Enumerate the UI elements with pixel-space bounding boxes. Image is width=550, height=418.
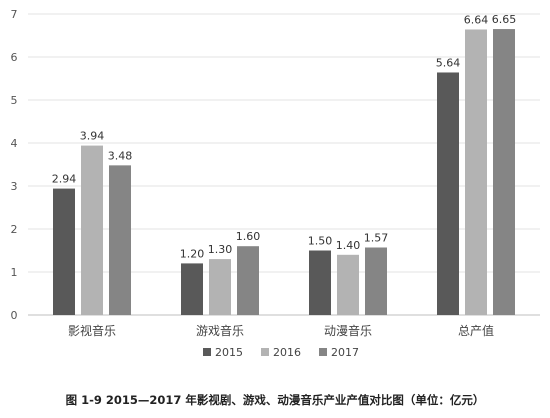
bars — [53, 29, 515, 316]
bar — [109, 165, 131, 315]
bar — [365, 247, 387, 315]
y-tick-label: 1 — [11, 266, 18, 279]
y-tick-label: 6 — [11, 51, 18, 64]
x-category-label: 总产值 — [458, 323, 494, 338]
bar — [437, 72, 459, 315]
data-labels: 2.94 3.943.48 1.20 1.301.60 1.50 1.401.57 5.64… — [52, 13, 517, 260]
data-label: 1.40 — [336, 239, 361, 252]
y-tick-label: 7 — [11, 8, 18, 21]
data-label: 1.60 — [236, 230, 261, 243]
x-axis-labels: 影视音乐 游戏音乐 动漫音乐 总产值 — [68, 323, 494, 338]
data-label: 3.48 — [108, 149, 133, 162]
y-tick-label: 5 — [11, 94, 18, 107]
bar — [81, 145, 103, 315]
legend-label: 2016 — [273, 346, 301, 359]
data-label: 2.94 — [52, 173, 77, 186]
legend-swatch — [319, 348, 327, 356]
data-label: 1.20 — [180, 247, 205, 260]
chart-title: 图 1-9 2015—2017 年影视剧、游戏、动漫音乐产业产值对比图（单位：亿… — [65, 393, 485, 407]
legend: 2015 2016 2017 — [203, 346, 359, 359]
bar — [309, 250, 331, 315]
bar — [237, 246, 259, 315]
y-tick-label: 0 — [11, 309, 18, 322]
legend-label: 2015 — [215, 346, 243, 359]
grid-lines — [28, 13, 540, 316]
y-tick-label: 3 — [11, 180, 18, 193]
data-label: 1.57 — [364, 231, 389, 244]
y-axis-ticks: 0 1 2 3 4 5 6 7 — [11, 8, 18, 322]
data-label: 6.64 — [464, 13, 489, 26]
data-label: 6.65 — [492, 13, 517, 26]
bar — [465, 29, 487, 315]
data-label: 1.30 — [208, 243, 233, 256]
bar — [181, 263, 203, 315]
x-category-label: 游戏音乐 — [196, 323, 244, 338]
bar — [337, 254, 359, 315]
y-tick-label: 2 — [11, 223, 18, 236]
legend-label: 2017 — [331, 346, 359, 359]
bar — [209, 259, 231, 315]
legend-swatch — [261, 348, 269, 356]
bar — [53, 188, 75, 315]
y-tick-label: 4 — [11, 137, 18, 150]
data-label: 1.50 — [308, 235, 333, 248]
data-label: 5.64 — [436, 56, 461, 69]
legend-swatch — [203, 348, 211, 356]
bar — [493, 29, 515, 316]
data-label: 3.94 — [80, 130, 105, 143]
x-category-label: 影视音乐 — [68, 323, 116, 338]
x-category-label: 动漫音乐 — [324, 323, 372, 338]
